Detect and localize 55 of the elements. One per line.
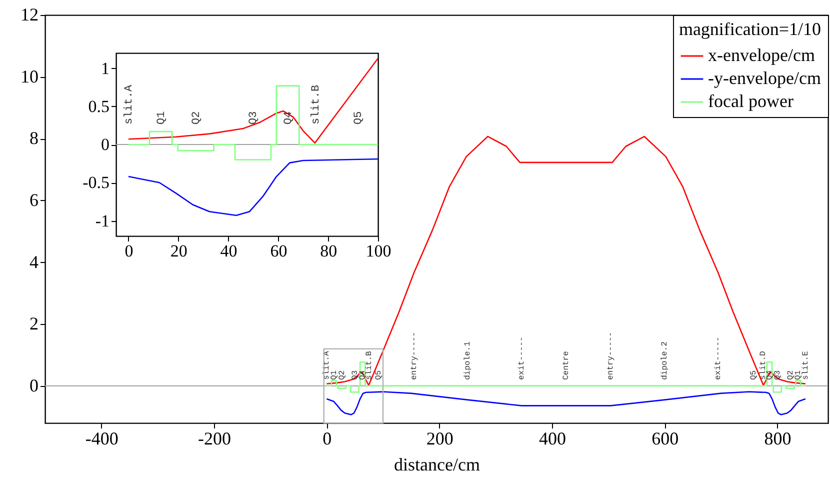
- y-tick-label: 12: [20, 4, 38, 24]
- annotation: dipole.1: [463, 341, 472, 380]
- annotation: entry-----: [410, 332, 419, 380]
- annotation: dipole.2: [660, 341, 670, 380]
- y-tick-label: 4: [30, 252, 38, 272]
- annotation: entry-----: [606, 332, 616, 380]
- annotation: Q2: [338, 370, 347, 380]
- y-tick-label: 10: [20, 66, 38, 86]
- y-tick-label: 0: [101, 135, 110, 154]
- x-tick-label: 400: [538, 428, 566, 448]
- x-axis-title: distance/cm: [394, 454, 480, 474]
- annotation: slit.B: [310, 84, 323, 124]
- annotation: Q2: [786, 370, 796, 380]
- annotation: Q1: [156, 110, 168, 124]
- annotation: Q4: [765, 370, 774, 380]
- annotation: Q3: [350, 370, 360, 380]
- x-tick-label: 0: [124, 242, 134, 260]
- x-tick-label: 40: [220, 242, 238, 260]
- annotation: Q4: [283, 110, 296, 124]
- x-tick-label: -200: [198, 428, 231, 448]
- x-tick-label: 600: [652, 428, 679, 448]
- x-tick-label: 20: [170, 242, 188, 260]
- legend-label: -y-envelope/cm: [708, 68, 821, 88]
- legend-label: x-envelope/cm: [708, 45, 815, 65]
- legend-title: magnification=1/10: [678, 19, 822, 39]
- y-tick-label: 6: [30, 190, 38, 210]
- y-tick-label: 0: [30, 375, 38, 396]
- y-tick-label: 8: [30, 128, 38, 148]
- annotation: Q2: [190, 111, 203, 124]
- annotation: slit.A: [123, 84, 136, 124]
- y-tick-label: 0.5: [88, 96, 110, 116]
- y-tick-label: 2: [30, 314, 38, 334]
- x-tick-label: 800: [764, 428, 792, 448]
- y-tick-label: -1: [95, 211, 110, 230]
- x-tick-label: 200: [426, 428, 454, 448]
- annotation: Q3: [248, 111, 260, 124]
- annotation: Q5: [374, 370, 384, 380]
- annotation: Q5: [353, 111, 366, 124]
- annotation: exit-----: [518, 336, 527, 380]
- x-tick-label: 80: [320, 242, 338, 260]
- annotation: exit-----: [714, 336, 724, 380]
- annotation: slit.B: [364, 350, 374, 380]
- annotation: Centre: [562, 350, 572, 380]
- annotation: slit.A: [322, 350, 332, 380]
- annotation: Q5: [750, 370, 759, 380]
- legend-label: focal power: [708, 91, 794, 111]
- y-tick-label: 1: [101, 58, 110, 78]
- annotation: slit.E: [801, 350, 810, 380]
- x-tick-label: 0: [322, 428, 332, 448]
- y-tick-label: -0.5: [82, 173, 110, 192]
- annotation: Q1: [330, 370, 339, 380]
- x-tick-label: 100: [366, 242, 392, 260]
- x-tick-label: 60: [270, 242, 288, 260]
- x-tick-label: -400: [85, 428, 118, 448]
- annotation: Q3: [773, 370, 782, 380]
